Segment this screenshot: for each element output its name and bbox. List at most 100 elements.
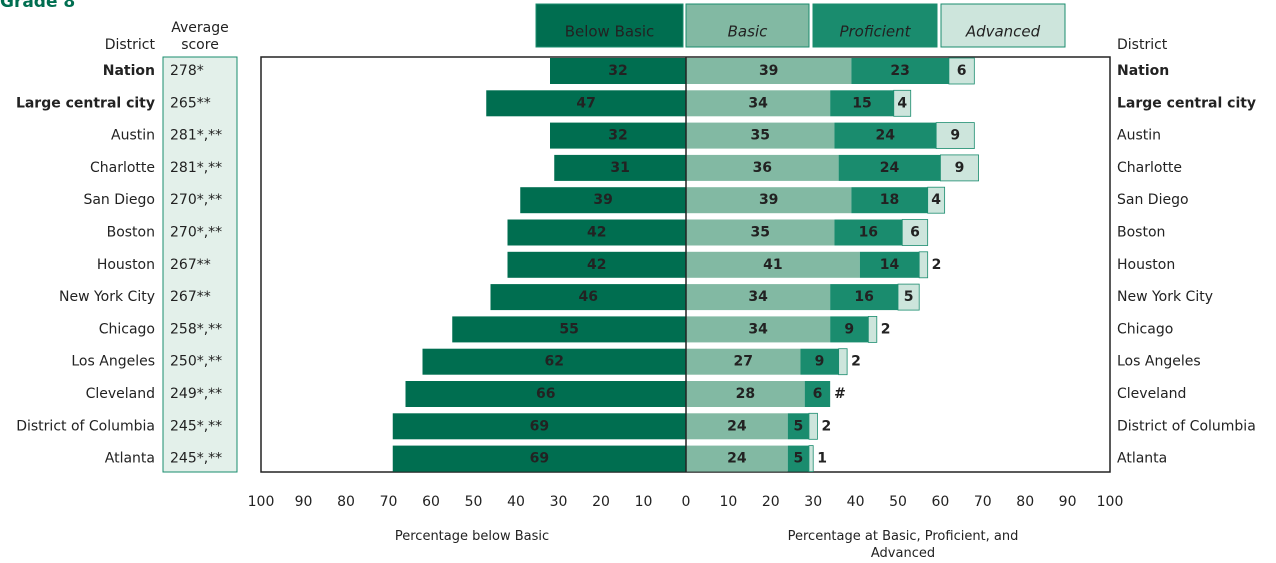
value-label: 1 bbox=[817, 451, 827, 467]
bar bbox=[686, 445, 788, 472]
value-label: 66 bbox=[536, 386, 555, 402]
value-label: 31 bbox=[610, 160, 629, 176]
legend-swatch bbox=[685, 3, 810, 48]
bar bbox=[787, 413, 809, 440]
x-tick-label: 70 bbox=[974, 494, 992, 510]
value-label: 6 bbox=[910, 225, 920, 241]
district-label: Los Angeles bbox=[1117, 354, 1201, 370]
bar bbox=[486, 90, 686, 117]
value-label: 32 bbox=[608, 128, 627, 144]
score-label: 249*,** bbox=[170, 386, 222, 402]
bar bbox=[550, 122, 686, 149]
district-label: Large central city bbox=[16, 95, 155, 111]
bar bbox=[897, 283, 920, 311]
district-label: Atlanta bbox=[1117, 451, 1167, 467]
district-label: Houston bbox=[97, 257, 155, 273]
value-label: 35 bbox=[750, 128, 769, 144]
bar bbox=[686, 381, 805, 407]
district-label: Austin bbox=[111, 128, 155, 144]
district-label: Nation bbox=[1117, 63, 1169, 79]
x-tick-label: 20 bbox=[592, 494, 610, 510]
bar bbox=[918, 251, 929, 279]
bar bbox=[686, 58, 852, 84]
value-label: 9 bbox=[844, 321, 854, 337]
score-label: 267** bbox=[170, 257, 211, 273]
legend-label: Basic bbox=[728, 23, 768, 41]
bar bbox=[787, 445, 809, 472]
value-label: 34 bbox=[748, 321, 768, 337]
value-label: 55 bbox=[559, 321, 578, 337]
bar bbox=[804, 381, 831, 407]
x-tick-label: 100 bbox=[248, 494, 275, 510]
district-label: San Diego bbox=[83, 192, 155, 208]
value-label: 4 bbox=[897, 95, 907, 111]
score-label: 270*,** bbox=[170, 225, 222, 241]
district-header: District bbox=[1117, 37, 1168, 53]
value-label: 14 bbox=[880, 257, 900, 273]
district-label: District of Columbia bbox=[16, 418, 155, 434]
district-label: Large central city bbox=[1117, 95, 1256, 111]
x-tick-label: 60 bbox=[931, 494, 949, 510]
district-label: Atlanta bbox=[105, 451, 155, 467]
district-label: New York City bbox=[59, 289, 155, 305]
value-label: 5 bbox=[904, 289, 914, 305]
value-label: 46 bbox=[579, 289, 598, 305]
bar bbox=[830, 90, 894, 117]
x-tick-label: 40 bbox=[507, 494, 525, 510]
bar bbox=[686, 219, 835, 246]
bar bbox=[834, 219, 903, 246]
value-label: 42 bbox=[587, 257, 606, 273]
bar bbox=[686, 251, 860, 278]
bar bbox=[686, 187, 852, 214]
bar bbox=[935, 122, 975, 149]
x-tick-label: 20 bbox=[762, 494, 780, 510]
bar bbox=[686, 316, 831, 343]
score-label: 281*,** bbox=[170, 128, 222, 144]
bar bbox=[554, 154, 686, 181]
value-label: 69 bbox=[530, 418, 549, 434]
value-label: 24 bbox=[727, 418, 747, 434]
value-label: 34 bbox=[748, 95, 768, 111]
value-label: 28 bbox=[736, 386, 755, 402]
value-label: 35 bbox=[750, 225, 769, 241]
value-label: 9 bbox=[955, 160, 965, 176]
bar bbox=[830, 284, 898, 311]
x-tick-label: 60 bbox=[422, 494, 440, 510]
value-label: 15 bbox=[852, 95, 871, 111]
district-header: District bbox=[105, 37, 156, 53]
bar bbox=[800, 348, 839, 375]
bar bbox=[867, 315, 878, 343]
score-box bbox=[162, 56, 238, 473]
value-label: 2 bbox=[821, 418, 831, 434]
value-label: 5 bbox=[793, 451, 803, 467]
legend-swatch bbox=[535, 3, 684, 48]
district-label: Boston bbox=[1117, 225, 1165, 241]
x-tick-label: 80 bbox=[1016, 494, 1034, 510]
bar bbox=[851, 58, 949, 84]
bar bbox=[830, 316, 869, 343]
x-axis-label: Percentage at Basic, Proficient, and Adv… bbox=[787, 529, 1019, 561]
value-label: 4 bbox=[931, 192, 941, 208]
value-label: 23 bbox=[890, 63, 909, 79]
district-label: Houston bbox=[1117, 257, 1175, 273]
x-tick-label: 50 bbox=[465, 494, 483, 510]
score-header: Average score bbox=[171, 20, 229, 53]
legend-label: Proficient bbox=[839, 23, 911, 41]
x-tick-label: 30 bbox=[804, 494, 822, 510]
x-axis-label: Percentage below Basic bbox=[394, 529, 550, 544]
bar bbox=[808, 445, 814, 473]
value-label: 2 bbox=[851, 354, 861, 370]
bar bbox=[507, 251, 686, 278]
district-label: Nation bbox=[103, 63, 155, 79]
x-tick-label: 30 bbox=[550, 494, 568, 510]
score-label: 250*,** bbox=[170, 354, 222, 370]
value-label: 36 bbox=[753, 160, 772, 176]
value-label: 16 bbox=[854, 289, 873, 305]
value-label: 16 bbox=[859, 225, 878, 241]
district-label: New York City bbox=[1117, 289, 1213, 305]
score-label: 270*,** bbox=[170, 192, 222, 208]
x-tick-label: 90 bbox=[1059, 494, 1077, 510]
value-label: 24 bbox=[727, 451, 747, 467]
